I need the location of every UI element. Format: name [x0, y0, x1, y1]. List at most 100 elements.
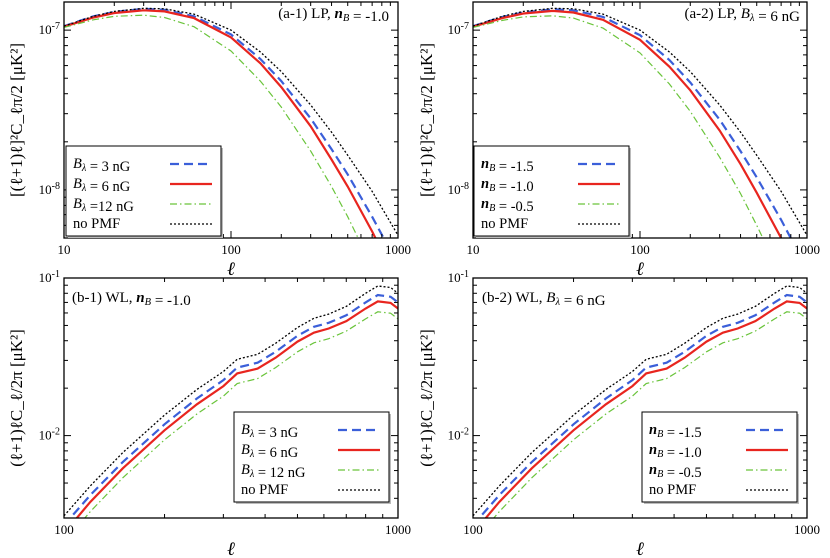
y-axis-label: (ℓ+1)ℓC_ℓ/2π [μK²] — [417, 329, 436, 467]
symbol-subscript: B — [489, 183, 495, 194]
legend-label: no PMF — [241, 482, 288, 498]
symbol: n — [649, 462, 657, 478]
y-tick-label: 10-2 — [39, 427, 60, 443]
legend-label: nB = -1.0 — [649, 442, 702, 461]
title-suffix: = -1.0 — [151, 293, 191, 309]
legend-label: no PMF — [481, 216, 528, 232]
legend-label: Bλ = 3 nG — [241, 422, 299, 441]
series-line — [477, 293, 807, 518]
legend-label: nB = -0.5 — [649, 462, 702, 481]
tick-exponent: -8 — [461, 181, 469, 192]
title-suffix: = 6 nG — [754, 9, 800, 25]
title-prefix: (b-2) WL, — [482, 290, 546, 306]
x-axis-label: ℓ — [636, 259, 644, 280]
symbol-subscript: λ — [81, 183, 87, 194]
tick-exponent: -2 — [461, 427, 469, 438]
tick-exponent: -1 — [52, 269, 60, 280]
legend-box — [65, 145, 222, 237]
y-axis-label: [(ℓ+1)ℓ]²C_ℓπ/2 [μK²] — [7, 43, 26, 197]
tick-base: 10 — [448, 270, 461, 285]
symbol-subscript: λ — [249, 429, 255, 440]
tick-exponent: -8 — [52, 181, 60, 192]
x-axis-label: ℓ — [636, 539, 644, 558]
tick-base: 10 — [448, 182, 461, 197]
symbol: n — [481, 196, 489, 212]
legend-label: nB = -1.0 — [481, 176, 534, 195]
series-line — [64, 7, 398, 236]
series-line — [64, 285, 398, 517]
series-line — [473, 15, 764, 238]
legend-value: = -1.5 — [663, 425, 701, 441]
legend-value: = 6 nG — [254, 445, 299, 461]
x-axis-label: ℓ — [227, 539, 235, 558]
symbol-subscript: λ — [249, 469, 255, 480]
y-axis-label: [(ℓ+1)ℓ]²C_ℓπ/2 [μK²] — [417, 43, 436, 197]
y-axis-label: (ℓ+1)ℓC_ℓ/2π [μK²] — [7, 329, 26, 467]
series-group — [473, 7, 807, 238]
y-tick-label: 10-7 — [39, 21, 60, 37]
x-tick-label: 1000 — [385, 242, 411, 257]
legend-box — [641, 411, 798, 503]
legend-label: no PMF — [73, 216, 120, 232]
tick-base: 10 — [39, 182, 52, 197]
y-tick-label: 10-2 — [448, 427, 469, 443]
tick-base: 10 — [39, 270, 52, 285]
legend: nB = -1.5nB = -1.0nB = -0.5no PMF — [473, 145, 631, 238]
symbol: B — [741, 6, 750, 22]
legend-label: Bλ = 12 nG — [241, 462, 306, 481]
symbol: n — [649, 422, 657, 438]
series-group — [473, 285, 807, 518]
plot-frame — [63, 277, 399, 519]
series-line — [493, 311, 807, 518]
legend-value: =12 nG — [86, 199, 134, 215]
x-tick-label: 10 — [58, 242, 71, 257]
series-line — [473, 285, 807, 517]
panel-title: (a-1) LP, nB = -1.0 — [278, 6, 389, 25]
legend-label: nB = -1.5 — [649, 422, 702, 441]
tick-exponent: -7 — [52, 21, 60, 32]
tick-base: 10 — [448, 22, 461, 37]
legend-value: = -1.5 — [495, 159, 533, 175]
legend-value: = -0.5 — [495, 199, 533, 215]
y-tick-label: 10-1 — [448, 269, 469, 285]
symbol-subscript: B — [489, 203, 495, 214]
legend-value: = -1.0 — [495, 179, 533, 195]
series-group — [64, 7, 398, 238]
symbol: n — [136, 290, 144, 306]
x-tick-label: 100 — [54, 522, 74, 537]
panel-title: (b-2) WL, Bλ = 6 nG — [482, 290, 606, 309]
series-line — [75, 300, 398, 518]
legend-label: no PMF — [649, 482, 696, 498]
plot-frame — [472, 277, 808, 519]
symbol-subscript: B — [657, 429, 663, 440]
y-tick-label: 10-7 — [448, 21, 469, 37]
symbol-subscript: B — [657, 469, 663, 480]
legend-label: nB = -0.5 — [481, 196, 534, 215]
series-line — [84, 311, 398, 518]
x-tick-label: 1000 — [794, 522, 820, 537]
legend-value: = -0.5 — [663, 465, 701, 481]
legend-value: = 3 nG — [254, 425, 299, 441]
x-tick-label: 1000 — [385, 522, 411, 537]
legend-box — [233, 411, 390, 503]
x-tick-label: 10 — [467, 242, 480, 257]
legend-label: Bλ = 6 nG — [241, 442, 299, 461]
symbol: n — [649, 442, 657, 458]
tick-base: 10 — [39, 22, 52, 37]
tick-exponent: -2 — [52, 427, 60, 438]
symbol: B — [73, 196, 82, 212]
symbol-subscript: B — [657, 449, 663, 460]
x-tick-label: 1000 — [794, 242, 820, 257]
y-tick-label: 10-8 — [448, 181, 469, 197]
title-prefix: (a-2) LP, — [684, 6, 740, 22]
legend-value: = 6 nG — [86, 179, 131, 195]
legend-box — [473, 145, 630, 237]
series-group — [64, 285, 398, 518]
symbol-subscript: λ — [554, 297, 560, 308]
symbol: B — [73, 176, 82, 192]
symbol: B — [546, 290, 555, 306]
